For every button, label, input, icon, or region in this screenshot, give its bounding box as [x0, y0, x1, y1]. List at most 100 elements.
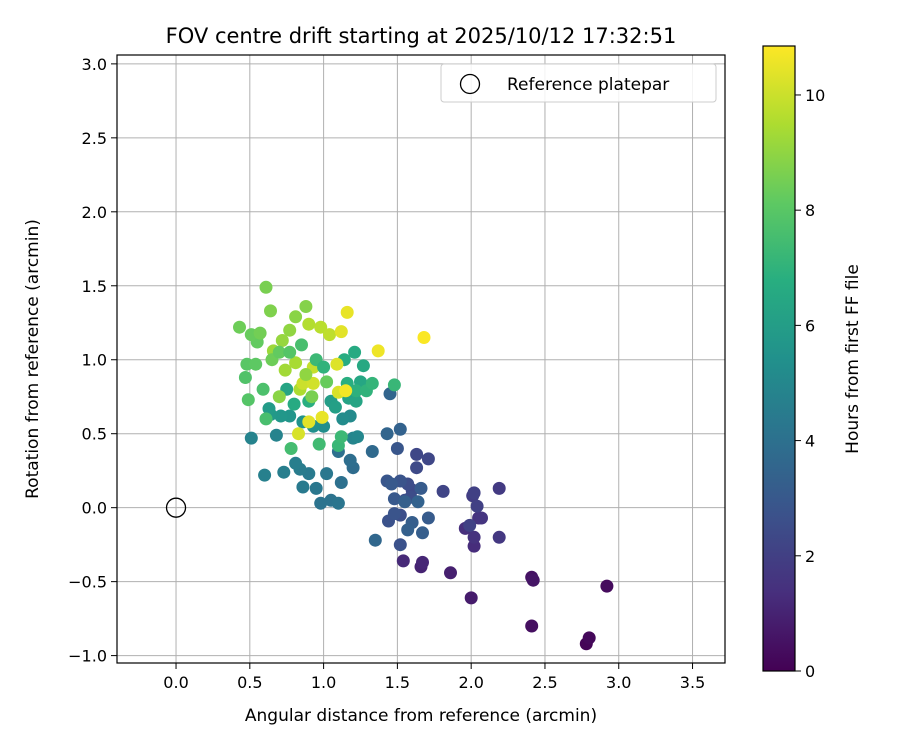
- data-point: [283, 409, 297, 423]
- data-point: [401, 523, 415, 537]
- data-point: [492, 481, 506, 495]
- y-tick-label: 1.5: [82, 277, 107, 296]
- data-point: [393, 422, 407, 436]
- data-point: [272, 390, 286, 404]
- data-point: [348, 345, 362, 359]
- data-point: [470, 499, 484, 513]
- legend-label: Reference platepar: [507, 75, 669, 95]
- data-point: [410, 461, 424, 475]
- x-axis-label: Angular distance from reference (arcmin): [245, 706, 597, 726]
- data-point: [289, 456, 303, 470]
- data-point: [330, 357, 344, 371]
- legend-marker-icon: [459, 73, 481, 95]
- data-point: [387, 492, 401, 506]
- data-point: [525, 619, 539, 633]
- data-point: [463, 518, 477, 532]
- data-point: [244, 431, 258, 445]
- data-point: [253, 326, 267, 340]
- data-point: [323, 328, 336, 342]
- data-point: [444, 566, 457, 580]
- data-point: [292, 427, 305, 441]
- data-point: [299, 300, 313, 313]
- data-point: [387, 378, 401, 392]
- colorbar-tick-label: 0: [805, 662, 815, 681]
- data-point: [356, 359, 370, 373]
- colorbar-gradient: [763, 46, 795, 671]
- data-point: [264, 304, 277, 318]
- y-tick-label: 1.0: [82, 351, 107, 370]
- y-tick-label: 3.0: [82, 55, 107, 74]
- data-point: [241, 393, 255, 407]
- y-tick-label: 0.0: [82, 499, 107, 518]
- x-tick-label: 1.5: [385, 673, 410, 692]
- data-point: [287, 397, 301, 411]
- colorbar-frame: [762, 45, 796, 672]
- data-point: [278, 363, 292, 377]
- data-point: [275, 334, 289, 347]
- data-point: [289, 356, 303, 370]
- data-point: [312, 437, 326, 451]
- data-point: [262, 402, 276, 416]
- colorbar: 0 2 4 6 8 10 Hours from first FF file: [762, 45, 863, 681]
- data-point: [526, 573, 540, 587]
- data-point: [269, 428, 283, 442]
- y-tick-label: 0.5: [82, 425, 107, 444]
- y-axis-label: Rotation from reference (arcmin): [23, 219, 43, 499]
- x-axis-ticks: 0.0 0.5 1.0 1.5 2.0 2.5 3.0 3.5: [163, 663, 705, 692]
- data-point: [238, 371, 252, 384]
- colorbar-ticks: 0 2 4 6 8 10: [795, 86, 825, 681]
- data-point: [233, 320, 246, 334]
- data-point: [315, 410, 329, 424]
- data-point: [320, 467, 334, 481]
- colorbar-tick-label: 2: [805, 547, 815, 566]
- x-tick-label: 2.0: [458, 673, 483, 692]
- data-point: [467, 530, 481, 544]
- data-point: [368, 533, 382, 547]
- data-point: [421, 511, 435, 525]
- data-point: [371, 344, 385, 358]
- data-point: [365, 445, 379, 458]
- chart-title: FOV centre drift starting at 2025/10/12 …: [166, 24, 677, 48]
- data-point: [259, 280, 273, 294]
- data-point: [336, 412, 350, 426]
- data-point: [334, 430, 348, 444]
- data-point: [258, 468, 272, 482]
- data-point: [249, 357, 263, 371]
- data-point: [314, 496, 328, 510]
- colorbar-tick-label: 6: [805, 316, 815, 335]
- data-point: [421, 452, 435, 466]
- data-point: [320, 375, 334, 389]
- reference-platepar-marker: [165, 497, 187, 518]
- plot-frame: [116, 54, 726, 664]
- colorbar-tick-label: 4: [805, 432, 815, 451]
- data-point: [340, 305, 354, 319]
- data-point: [284, 442, 298, 455]
- data-points: [233, 280, 614, 651]
- data-point: [351, 430, 364, 444]
- data-point: [393, 538, 407, 552]
- data-point: [295, 338, 308, 352]
- colorbar-label: Hours from first FF file: [843, 264, 863, 454]
- data-point: [414, 481, 428, 495]
- data-point: [396, 554, 410, 568]
- data-point: [277, 465, 291, 479]
- data-point: [283, 323, 297, 337]
- x-tick-label: 3.5: [680, 673, 705, 692]
- x-tick-label: 0.0: [163, 673, 188, 692]
- data-point: [411, 495, 425, 509]
- data-point: [309, 481, 323, 495]
- y-tick-label: 2.0: [82, 203, 107, 222]
- data-point: [385, 477, 398, 491]
- data-point: [349, 394, 363, 408]
- grid-lines: [117, 55, 725, 663]
- data-point: [436, 484, 450, 498]
- x-tick-label: 0.5: [237, 673, 262, 692]
- data-point: [600, 579, 614, 593]
- data-point: [302, 415, 316, 429]
- colorbar-tick-label: 8: [805, 201, 815, 220]
- y-axis-ticks: −1.0 −0.5 0.0 0.5 1.0 1.5 2.0 2.5 3.0: [68, 55, 117, 666]
- reference-point: [165, 497, 187, 518]
- data-point: [410, 447, 424, 461]
- legend-box: [440, 63, 717, 103]
